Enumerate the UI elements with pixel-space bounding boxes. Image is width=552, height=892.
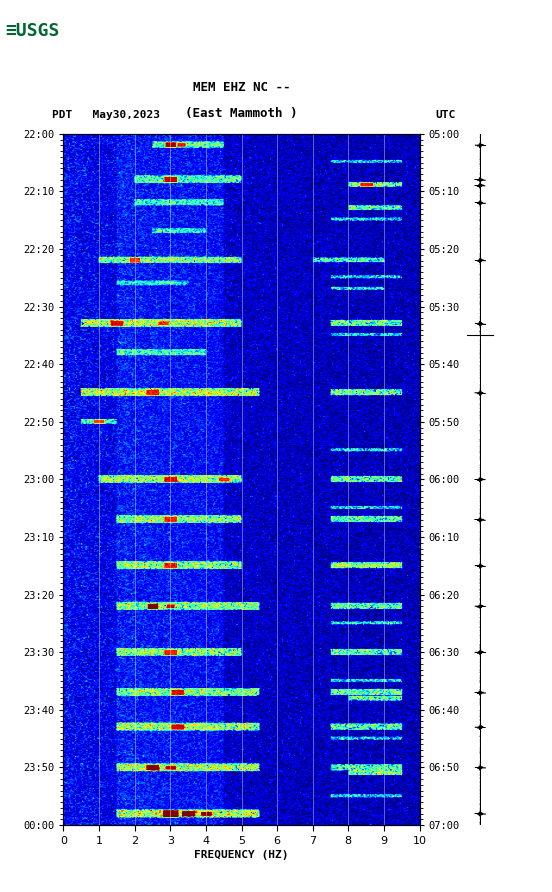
Text: UTC: UTC [435,111,455,120]
Text: ≡USGS: ≡USGS [6,22,60,40]
Text: MEM EHZ NC --: MEM EHZ NC -- [193,80,290,94]
Text: (East Mammoth ): (East Mammoth ) [185,107,298,120]
Text: PDT   May30,2023: PDT May30,2023 [52,111,161,120]
X-axis label: FREQUENCY (HZ): FREQUENCY (HZ) [194,850,289,860]
